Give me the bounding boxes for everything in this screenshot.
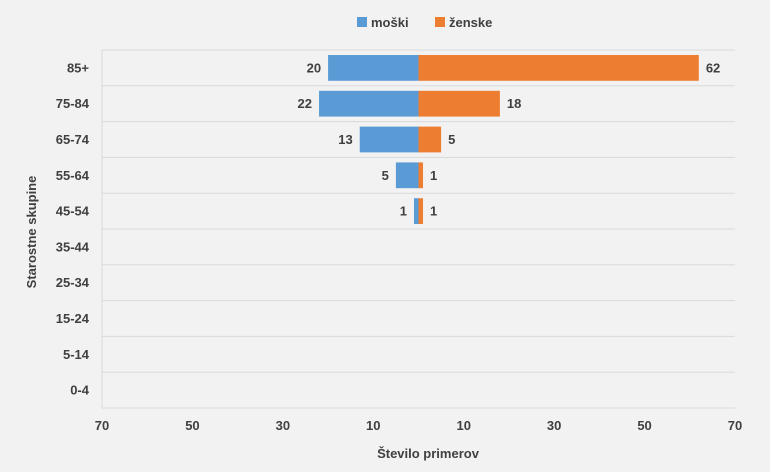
x-tick-label: 30 — [547, 418, 561, 433]
legend-swatch — [435, 17, 445, 27]
data-label: 1 — [400, 204, 407, 219]
y-tick-label: 15-24 — [56, 311, 90, 326]
data-label: 22 — [298, 96, 312, 111]
data-label: 1 — [430, 168, 437, 183]
x-tick-label: 70 — [95, 418, 109, 433]
y-tick-label: 25-34 — [56, 275, 90, 290]
y-tick-label: 45-54 — [56, 204, 90, 219]
data-label: 18 — [507, 96, 521, 111]
y-tick-label: 35-44 — [56, 239, 90, 254]
data-label: 13 — [338, 132, 352, 147]
x-axis: 70 50 30 10 10 30 50 70 — [95, 418, 742, 433]
x-tick-label: 10 — [366, 418, 380, 433]
y-axis: 85+ 75-84 65-74 55-64 45-54 35-44 25-34 15-24 5-… — [56, 60, 90, 397]
data-label: 1 — [430, 204, 437, 219]
bar-right — [418, 198, 424, 224]
y-tick-label: 85+ — [67, 60, 89, 75]
bar-right — [418, 162, 424, 189]
bar-right — [418, 126, 442, 153]
legend-label: moški — [371, 15, 409, 30]
bar-left — [413, 198, 419, 224]
data-label: 5 — [382, 168, 389, 183]
bar-right — [418, 55, 699, 81]
bar-left — [395, 162, 419, 189]
bar-left — [359, 126, 419, 153]
data-labels: 20 22 13 5 1 62 18 5 1 1 — [298, 60, 721, 218]
data-label: 20 — [307, 60, 321, 75]
legend: moški ženske — [357, 15, 492, 30]
legend-swatch — [357, 17, 367, 27]
y-tick-label: 65-74 — [56, 132, 90, 147]
data-label: 5 — [448, 132, 455, 147]
data-label: 62 — [706, 60, 720, 75]
gridlines — [101, 49, 735, 409]
x-tick-label: 30 — [276, 418, 290, 433]
bar-left — [328, 55, 419, 81]
y-tick-label: 0-4 — [70, 383, 90, 398]
bars — [319, 55, 699, 224]
y-tick-label: 55-64 — [56, 168, 90, 183]
y-tick-label: 75-84 — [56, 96, 90, 111]
legend-label: ženske — [449, 15, 492, 30]
x-tick-label: 50 — [637, 418, 651, 433]
y-tick-label: 5-14 — [63, 347, 90, 362]
bar-right — [418, 90, 500, 117]
x-tick-label: 10 — [456, 418, 470, 433]
x-axis-title: Število primerov — [377, 446, 480, 461]
x-tick-label: 70 — [728, 418, 742, 433]
y-axis-title: Starostne skupine — [24, 176, 39, 289]
bar-left — [319, 90, 419, 117]
x-tick-label: 50 — [185, 418, 199, 433]
